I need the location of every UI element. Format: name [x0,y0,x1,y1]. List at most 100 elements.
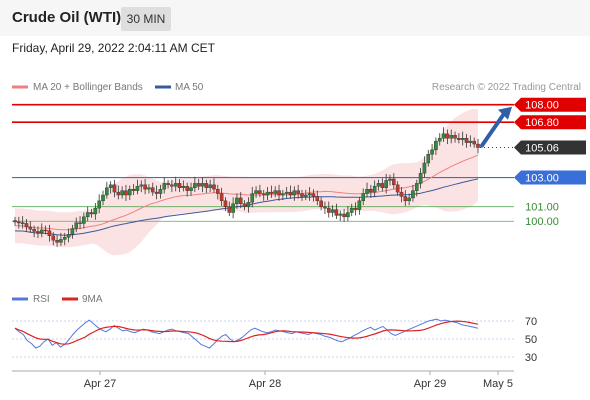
candle-body [235,197,239,204]
level-label-101.00: 101.00 [525,202,559,214]
rsi-tick-30: 30 [525,352,537,364]
candle-body [28,226,33,230]
candle-body [139,184,144,187]
level-label-108.00: 108.00 [525,100,559,112]
candle-body [357,200,362,210]
candle-body [185,186,189,191]
arrow-shaft [480,111,506,148]
header: Crude Oil (WTI) 30 MIN [0,0,590,36]
candle-body [418,172,423,184]
rsi-legend-label: RSI [33,294,50,305]
candle-body [177,183,182,188]
candle-body [361,193,366,202]
candle-body [296,190,300,194]
level-tag-106.80 [514,115,586,130]
candle-body [288,191,293,196]
candle-body [124,190,128,196]
candle-body [196,183,201,187]
candle-body [82,216,86,224]
candle-body [131,188,136,191]
timeframe-badge[interactable]: 30 MIN [121,7,171,31]
candle-body [258,190,262,194]
candle-body [105,187,109,196]
candle-body [208,184,212,188]
candle-body [13,220,17,223]
ma50-legend-label: MA 50 [175,82,204,93]
candle-body [254,190,258,194]
candle-body [162,183,167,190]
candle-body [315,196,320,202]
candle-body [292,190,297,196]
candle-body [246,202,251,207]
candle-body [476,143,480,148]
time-tick-label: May 5 [483,378,513,390]
candle-body [342,213,346,218]
candle-body [154,191,159,194]
candle-body [464,138,469,143]
candle-body [200,183,205,187]
candle-body [66,234,71,238]
candle-body [59,239,63,243]
candle-body [323,206,327,209]
candle-body [204,183,209,188]
rsi-ma-legend-label: 9MA [82,294,103,305]
candle-body [47,230,52,236]
time-tick-label: Apr 27 [84,378,116,390]
candle-body [158,188,163,194]
candle-body [166,183,170,186]
time-tick-label: Apr 29 [414,378,446,390]
level-label-105.06: 105.06 [525,143,559,155]
candle-body [437,138,442,142]
candle-body [62,237,67,240]
candle-body [173,183,178,187]
candle-body [24,223,29,228]
candle-body [250,193,255,203]
candle-body [219,193,224,202]
datetime-label: Friday, April 29, 2022 2:04:11 AM CET [12,41,215,55]
candle-body [112,184,117,193]
candle-body [441,133,446,139]
candle-body [227,206,232,213]
rsi-tick-70: 70 [525,316,537,328]
candle-body [223,200,228,207]
time-tick-label: Apr 28 [249,378,281,390]
candle-body [212,184,216,190]
candle-body [365,188,369,194]
candle-body [388,178,392,181]
level-tag-103.00 [514,170,586,185]
arrow-head [498,106,512,120]
candle-body [143,184,147,190]
candle-body [334,209,339,216]
rsi-line [14,318,479,349]
candle-body [231,203,235,213]
candle-body [70,228,75,235]
candle-body [147,187,151,190]
candle-body [273,190,277,194]
candle-body [97,200,101,209]
candle-body [242,203,247,207]
candle-body [380,183,385,188]
candle-body [55,239,59,243]
candle-body [269,191,274,194]
candle-body [127,188,132,196]
candle-body [85,212,90,218]
candle-body [392,178,396,186]
candle-body [369,188,373,193]
candle-body [284,191,289,194]
candle-body [93,207,98,215]
candle-body [414,183,419,191]
candle-body [89,212,94,215]
candle-body [403,196,408,202]
candle-body [39,229,44,234]
candle-body [108,184,113,188]
candle-body [434,140,438,151]
candle-body [353,207,358,210]
candle-body [116,191,121,196]
candle-body [319,200,323,207]
forecast-arrow [480,106,512,148]
candle-body [261,193,266,196]
level-tag-108.00 [514,97,586,112]
candle-body [36,231,40,234]
candle-body [17,221,21,224]
